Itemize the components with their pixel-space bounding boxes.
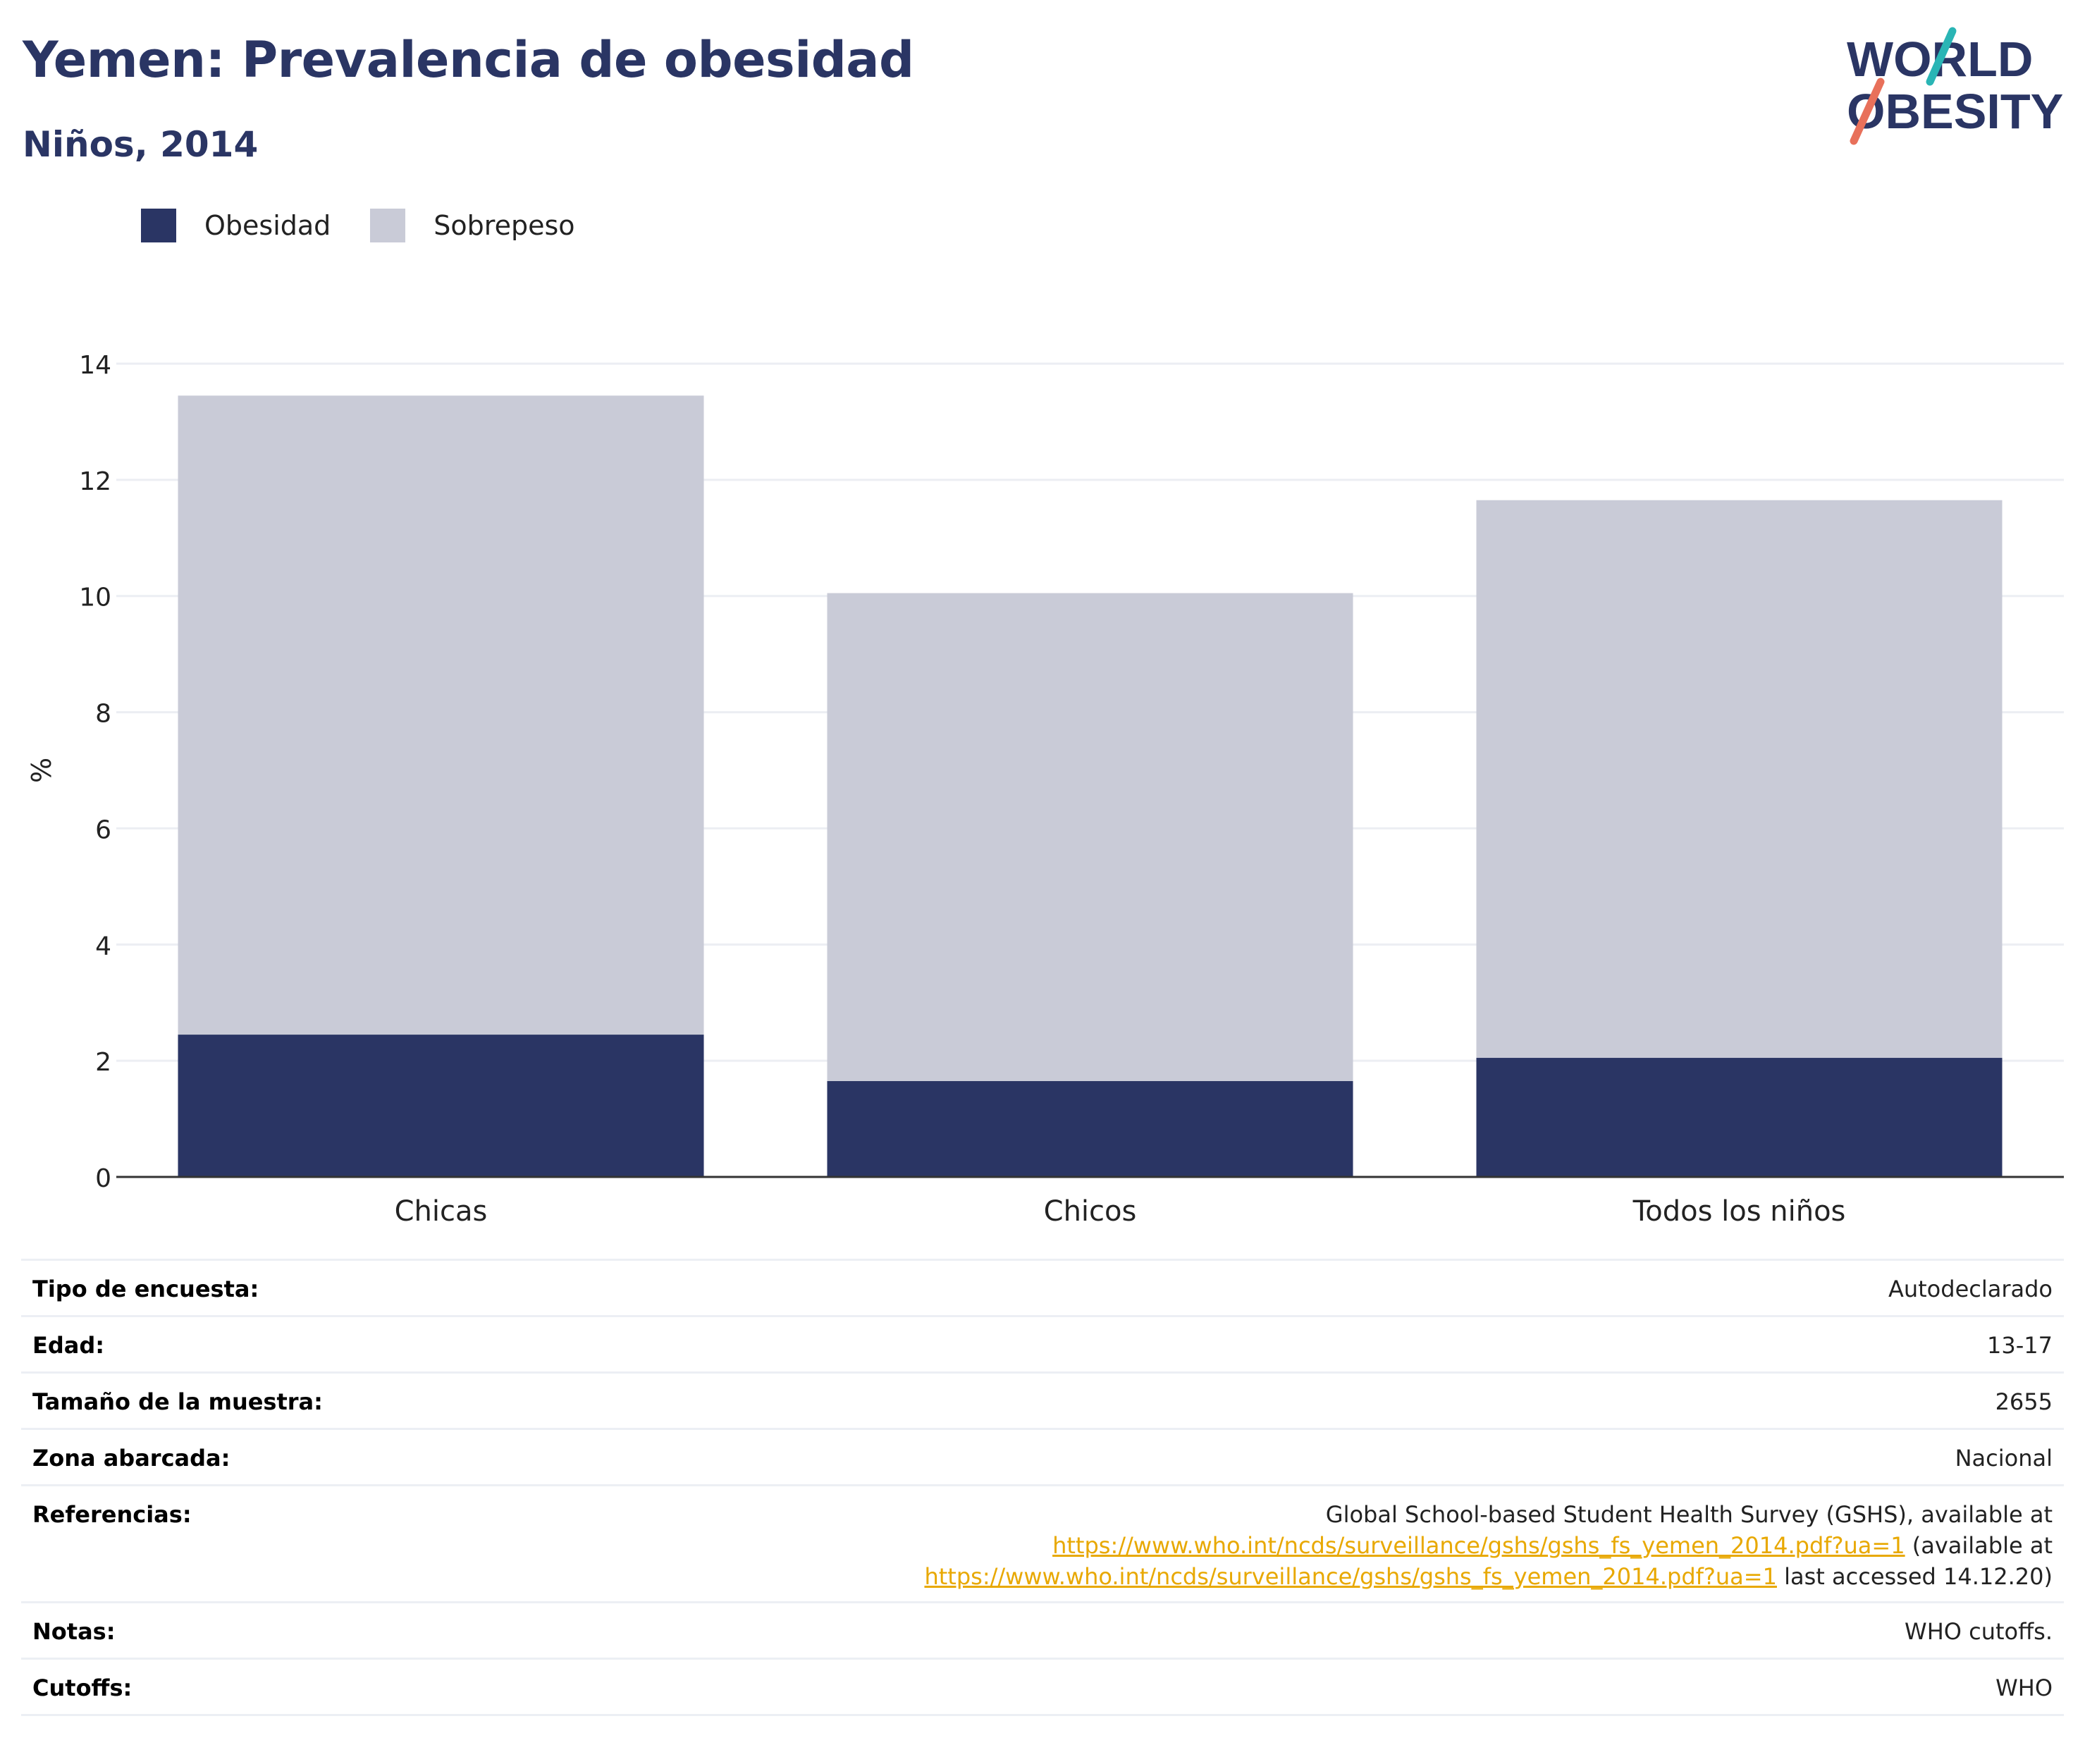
- references-label: Referencias:: [32, 1501, 192, 1528]
- y-tick-label: 6: [95, 815, 111, 844]
- logo-slash-teal: [1926, 27, 1957, 86]
- y-tick-label: 14: [79, 351, 111, 380]
- cutoffs-label: Cutoffs:: [32, 1674, 133, 1701]
- y-tick-label: 0: [95, 1164, 111, 1193]
- stacked-bar-chart: 0 2 4 6 8 10 12 14% Chicas Chicos Todos los niños: [26, 351, 2064, 1228]
- info-label: Edad:: [32, 1332, 105, 1359]
- legend-item-sobrepeso[interactable]: Sobrepeso: [370, 209, 575, 242]
- info-row-notes: Notas: WHO cutoffs.: [21, 1602, 2064, 1659]
- references-text-3: last accessed 14.12.20): [1776, 1563, 2053, 1590]
- legend-swatch-sobrepeso: [370, 209, 406, 242]
- chart-legend: Obesidad Sobrepeso: [141, 209, 615, 242]
- info-label: Zona abarcada:: [32, 1445, 230, 1472]
- x-tick-label: Todos los niños: [1632, 1195, 1846, 1228]
- info-row-cutoffs: Cutoffs: WHO: [21, 1658, 2064, 1715]
- chart-subtitle: Niños, 2014: [23, 124, 259, 165]
- cutoffs-value: WHO: [1995, 1674, 2053, 1701]
- legend-swatch-obesidad: [141, 209, 176, 242]
- notes-value: WHO cutoffs.: [1905, 1618, 2053, 1645]
- references-link-2[interactable]: https://www.who.int/ncds/surveillance/gs…: [924, 1563, 1777, 1590]
- info-row: Tamaño de la muestra: 2655: [21, 1372, 2064, 1429]
- references-value: Global School-based Student Health Surve…: [838, 1486, 2064, 1603]
- y-axis-label: %: [26, 758, 57, 783]
- references-text-2: (available at: [1905, 1532, 2053, 1559]
- legend-item-obesidad[interactable]: Obesidad: [141, 209, 331, 242]
- info-value: 13-17: [1987, 1332, 2053, 1359]
- info-row: Edad: 13-17: [21, 1316, 2064, 1373]
- notes-label: Notas:: [32, 1618, 116, 1645]
- logo-slash-coral: [1850, 78, 1885, 145]
- info-label: Tipo de encuesta:: [32, 1276, 259, 1302]
- info-row-references: Referencias: Global School-based Student…: [21, 1485, 2064, 1603]
- bar-sobrepeso-2: [1476, 500, 2003, 1059]
- x-tick-label: Chicos: [1044, 1195, 1137, 1228]
- info-row: Tipo de encuesta: Autodeclarado: [21, 1259, 2064, 1316]
- bar-obesidad-2: [1476, 1058, 2003, 1177]
- references-link-1[interactable]: https://www.who.int/ncds/surveillance/gs…: [1052, 1532, 1905, 1559]
- legend-label-obesidad: Obesidad: [204, 210, 331, 241]
- info-value: Nacional: [1955, 1445, 2053, 1472]
- logo-line-2: OBESITY: [1847, 84, 2063, 139]
- y-tick-label: 12: [79, 467, 111, 496]
- y-tick-label: 10: [79, 584, 111, 612]
- info-value: 2655: [1995, 1388, 2053, 1415]
- x-tick-label: Chicas: [395, 1195, 488, 1228]
- world-obesity-logo: WORLD OBESITY: [1847, 27, 2063, 145]
- y-tick-label: 2: [95, 1048, 111, 1077]
- chart-title: Yemen: Prevalencia de obesidad: [23, 31, 914, 89]
- y-tick-label: 8: [95, 700, 111, 729]
- legend-label-sobrepeso: Sobrepeso: [433, 210, 575, 241]
- bar-sobrepeso-1: [827, 593, 1353, 1081]
- y-tick-label: 4: [95, 932, 111, 961]
- survey-info-table: Tipo de encuesta: Autodeclarado Edad: 13…: [21, 1259, 2064, 1716]
- bar-obesidad-0: [178, 1035, 704, 1177]
- info-row: Zona abarcada: Nacional: [21, 1429, 2064, 1486]
- bar-sobrepeso-0: [178, 395, 704, 1035]
- references-text-1: Global School-based Student Health Surve…: [1325, 1501, 2053, 1528]
- info-label: Tamaño de la muestra:: [32, 1388, 323, 1415]
- info-value: Autodeclarado: [1888, 1276, 2053, 1302]
- bar-obesidad-1: [827, 1080, 1353, 1177]
